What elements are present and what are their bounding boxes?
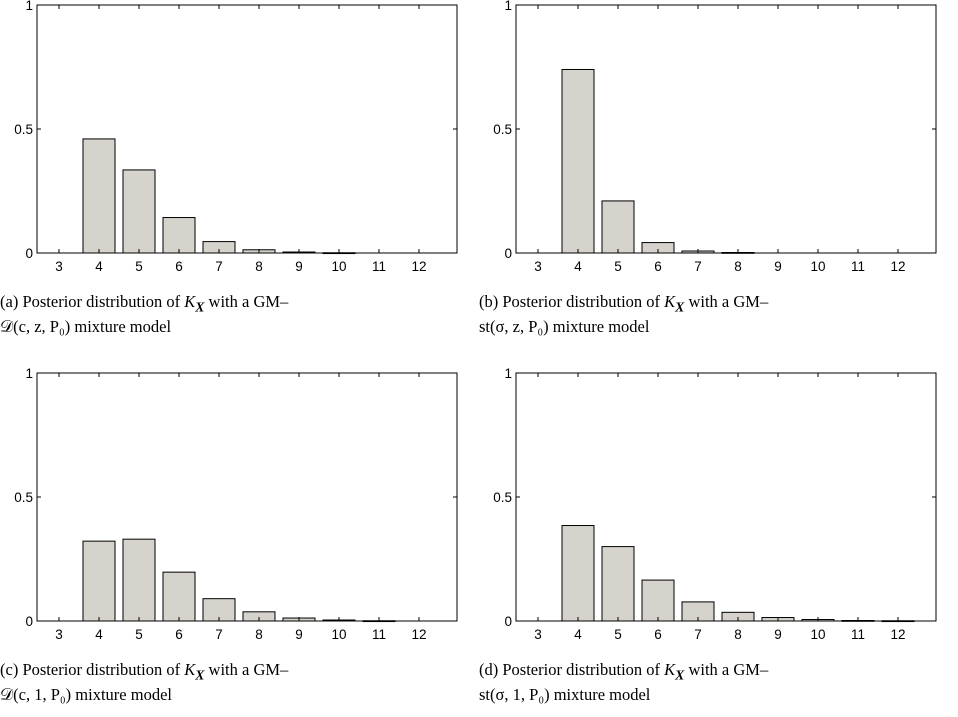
bar (561, 525, 595, 622)
caption-b: (b) Posterior distribution of KX with a … (479, 292, 768, 337)
y-tick-label: 0.5 (14, 122, 33, 137)
x-tick-label: 12 (411, 259, 426, 274)
caption-d-line2: st(σ, 1, P₀) mixture model (479, 685, 651, 705)
x-tick-label: 3 (534, 259, 542, 274)
x-tick-label: 12 (411, 627, 426, 642)
chart-b: 3 4 5 6 7 8 9 10 11 12 0 0.5 1 (b) Posterior distrib… (479, 0, 958, 358)
bar (122, 538, 156, 622)
bar (162, 571, 196, 622)
y-tick-label: 0.5 (493, 122, 512, 137)
x-tick-label: 9 (774, 259, 782, 274)
y-tick-label: 1 (504, 366, 512, 381)
x-tick-label: 12 (890, 627, 905, 642)
x-tick-label: 3 (534, 627, 542, 642)
x-tick-label: 8 (255, 627, 263, 642)
x-tick-label: 11 (851, 259, 865, 274)
y-tick-label: 0 (504, 246, 512, 261)
x-tick-label: 7 (215, 259, 223, 274)
x-tick-label: 9 (295, 259, 303, 274)
x-tick-label: 11 (851, 627, 865, 642)
x-tick-label: 5 (614, 627, 622, 642)
x-tick-label: 7 (215, 627, 223, 642)
x-tick-label: 8 (734, 259, 742, 274)
y-tick-label: 0 (504, 614, 512, 629)
x-tick-label: 4 (574, 627, 582, 642)
bar (122, 169, 156, 254)
chart-d-plot: 3 4 5 6 7 8 9 10 11 12 0 0.5 1 (493, 366, 937, 642)
chart-a: 3 4 5 6 7 8 9 10 11 12 0 0.5 1 (a) Posterior distrib… (0, 0, 479, 358)
x-tick-label: 3 (55, 627, 63, 642)
bar (601, 546, 635, 622)
x-tick-label: 9 (774, 627, 782, 642)
x-tick-label: 7 (694, 259, 702, 274)
x-tick-label: 3 (55, 259, 63, 274)
caption-a: (a) Posterior distribution of KX with a … (0, 292, 288, 337)
y-tick-label: 1 (25, 0, 33, 13)
x-tick-label: 4 (574, 259, 582, 274)
bar (82, 138, 116, 254)
x-tick-label: 5 (135, 259, 143, 274)
x-tick-label: 5 (135, 627, 143, 642)
x-tick-label: 6 (175, 259, 183, 274)
x-tick-label: 12 (890, 259, 905, 274)
y-tick-label: 0.5 (14, 490, 33, 505)
bar (601, 200, 635, 254)
caption-a-line1: (a) Posterior distribution of KX with a … (0, 292, 289, 315)
bar (82, 540, 116, 622)
caption-b-line1: (b) Posterior distribution of KX with a … (479, 292, 769, 315)
caption-b-line2: st(σ, z, P₀) mixture model (479, 317, 650, 337)
chart-a-plot: 3 4 5 6 7 8 9 10 11 12 0 0.5 1 (14, 0, 458, 274)
x-tick-label: 10 (810, 627, 825, 642)
y-tick-label: 1 (25, 366, 33, 381)
caption-a-line2: 𝒟(c, z, P₀) mixture model (0, 317, 172, 337)
y-tick-label: 0.5 (493, 490, 512, 505)
x-tick-label: 9 (295, 627, 303, 642)
x-tick-label: 4 (95, 259, 103, 274)
bar (641, 579, 675, 622)
x-tick-label: 6 (654, 259, 662, 274)
caption-c-line1: (c) Posterior distribution of KX with a … (0, 660, 289, 683)
y-tick-label: 1 (504, 0, 512, 13)
x-tick-label: 8 (255, 259, 263, 274)
x-tick-label: 10 (331, 259, 346, 274)
y-tick-label: 0 (25, 246, 33, 261)
caption-d: (d) Posterior distribution of KX with a … (479, 660, 768, 705)
chart-c-plot: 3 4 5 6 7 8 9 10 11 12 0 0.5 1 (14, 366, 458, 642)
x-tick-label: 11 (372, 627, 386, 642)
bar (561, 68, 595, 254)
x-tick-label: 7 (694, 627, 702, 642)
x-tick-label: 10 (810, 259, 825, 274)
x-tick-label: 4 (95, 627, 103, 642)
x-tick-label: 8 (734, 627, 742, 642)
x-tick-label: 11 (372, 259, 386, 274)
chart-b-plot: 3 4 5 6 7 8 9 10 11 12 0 0.5 1 (493, 0, 937, 274)
x-tick-label: 6 (654, 627, 662, 642)
x-tick-label: 5 (614, 259, 622, 274)
chart-d: 3 4 5 6 7 8 9 10 11 12 0 0.5 1 (d) Posterior distrib… (479, 366, 958, 717)
x-tick-label: 6 (175, 627, 183, 642)
caption-c: (c) Posterior distribution of KX with a … (0, 660, 288, 705)
chart-c: 3 4 5 6 7 8 9 10 11 12 0 0.5 1 (c) Posterior distrib… (0, 366, 479, 717)
y-tick-label: 0 (25, 614, 33, 629)
caption-c-line2: 𝒟(c, 1, P₀) mixture model (0, 685, 172, 705)
x-tick-label: 10 (331, 627, 346, 642)
bar (162, 217, 196, 254)
caption-d-line1: (d) Posterior distribution of KX with a … (479, 660, 769, 683)
